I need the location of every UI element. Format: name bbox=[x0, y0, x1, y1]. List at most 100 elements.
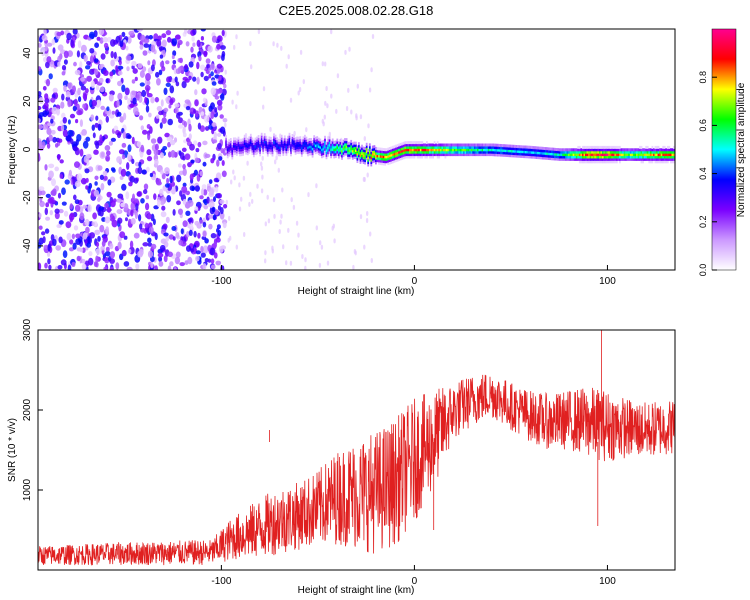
ridge-cell bbox=[345, 147, 348, 151]
noise-speckle bbox=[73, 225, 79, 231]
ridge-cell bbox=[461, 145, 464, 149]
noise-speckle bbox=[145, 195, 150, 200]
ridge-cell bbox=[401, 154, 404, 158]
ridge-cell bbox=[390, 146, 393, 150]
ridge-cell bbox=[603, 145, 606, 149]
ridge-cell bbox=[398, 158, 400, 161]
ridge-cell bbox=[594, 155, 597, 159]
noise-speckle bbox=[72, 242, 77, 250]
noise-speckle bbox=[74, 161, 80, 169]
ridge-cell bbox=[282, 148, 285, 151]
noise-speckle bbox=[192, 76, 197, 82]
ridge-cell bbox=[370, 158, 373, 162]
noise-speckle bbox=[202, 221, 207, 228]
noise-speckle bbox=[219, 45, 226, 50]
ridge-cell bbox=[358, 149, 360, 153]
noise-speckle bbox=[161, 117, 167, 124]
ridge-cell bbox=[493, 148, 496, 152]
noise-speckle bbox=[90, 114, 95, 121]
ridge-cell bbox=[575, 157, 578, 161]
ridge-cell bbox=[608, 150, 610, 154]
ridge-cell bbox=[444, 145, 447, 149]
ridge-cell bbox=[524, 150, 527, 154]
noise-speckle bbox=[219, 126, 226, 134]
ridge-cell bbox=[268, 138, 271, 142]
ridge-cell bbox=[605, 153, 607, 157]
ridge-cell bbox=[433, 153, 436, 157]
noise-speckle bbox=[214, 209, 219, 216]
noise-speckle bbox=[87, 204, 92, 213]
ridge-cell bbox=[392, 148, 394, 152]
ridge-cell bbox=[668, 155, 671, 159]
ridge-cell bbox=[328, 146, 331, 149]
noise-speckle bbox=[187, 256, 193, 265]
ridge-cell bbox=[477, 148, 479, 152]
noise-speckle bbox=[44, 164, 48, 171]
ridge-cell bbox=[625, 157, 627, 161]
ridge-cell bbox=[589, 155, 592, 159]
ridge-cell bbox=[331, 150, 334, 154]
noise-speckle bbox=[174, 76, 178, 83]
noise-speckle bbox=[52, 238, 57, 247]
ridge-cell bbox=[234, 137, 237, 141]
ridge-cell bbox=[321, 145, 323, 149]
noise-speckle bbox=[81, 129, 87, 136]
ridge-cell bbox=[617, 150, 620, 154]
ridge-cell bbox=[285, 140, 288, 144]
ridge-cell bbox=[379, 154, 382, 158]
noise-speckle bbox=[280, 45, 283, 51]
ridge-cell bbox=[626, 157, 629, 161]
ridge-cell bbox=[578, 157, 581, 161]
ridge-cell bbox=[390, 156, 393, 160]
ridge-cell bbox=[493, 143, 496, 147]
noise-speckle bbox=[225, 199, 228, 205]
ridge-cell bbox=[358, 144, 360, 148]
ridge-cell bbox=[595, 148, 598, 152]
ridge-cell bbox=[260, 132, 263, 136]
ridge-cell bbox=[583, 160, 586, 164]
ridge-cell bbox=[598, 150, 601, 154]
ridge-cell bbox=[345, 142, 348, 146]
ridge-cell bbox=[472, 150, 475, 154]
noise-speckle bbox=[165, 234, 170, 242]
ridge-cell bbox=[279, 153, 282, 157]
ridge-cell bbox=[293, 147, 295, 150]
ridge-cell bbox=[441, 143, 444, 147]
ridge-cell bbox=[404, 155, 407, 159]
noise-speckle bbox=[63, 59, 68, 65]
ridge-cell bbox=[402, 153, 405, 157]
noise-speckle bbox=[38, 140, 43, 148]
noise-speckle bbox=[161, 205, 166, 211]
ridge-cell bbox=[492, 148, 495, 152]
ridge-cell bbox=[319, 145, 322, 149]
ridge-cell bbox=[409, 150, 411, 154]
ridge-cell bbox=[588, 157, 590, 161]
ridge-cell bbox=[390, 148, 393, 152]
ridge-cell bbox=[245, 146, 248, 150]
noise-speckle bbox=[135, 263, 140, 270]
ridge-cell bbox=[375, 151, 377, 155]
ridge-cell bbox=[646, 155, 649, 159]
colorbar-ticks: 0.00.20.40.60.8 bbox=[698, 71, 717, 276]
noise-speckle bbox=[49, 196, 55, 204]
ridge-cell bbox=[249, 133, 252, 137]
noise-speckle bbox=[108, 94, 114, 102]
noise-speckle bbox=[66, 32, 72, 41]
ridge-cell bbox=[515, 154, 518, 158]
ridge-cell bbox=[316, 136, 319, 140]
ridge-cell bbox=[291, 146, 294, 150]
ridge-cell bbox=[541, 156, 544, 160]
ridge-cell bbox=[486, 143, 488, 147]
noise-speckle bbox=[183, 121, 187, 128]
ridge-cell bbox=[375, 149, 377, 153]
ridge-cell bbox=[319, 138, 322, 142]
ridge-cell bbox=[617, 155, 620, 159]
noise-speckle bbox=[56, 108, 60, 116]
ridge-cell bbox=[424, 145, 427, 149]
ridge-cell bbox=[651, 148, 654, 152]
noise-speckle bbox=[40, 46, 46, 54]
noise-speckle bbox=[330, 29, 333, 35]
ridge-cell bbox=[438, 145, 441, 149]
ridge-cell bbox=[461, 148, 464, 152]
ridge-cell bbox=[243, 134, 246, 138]
